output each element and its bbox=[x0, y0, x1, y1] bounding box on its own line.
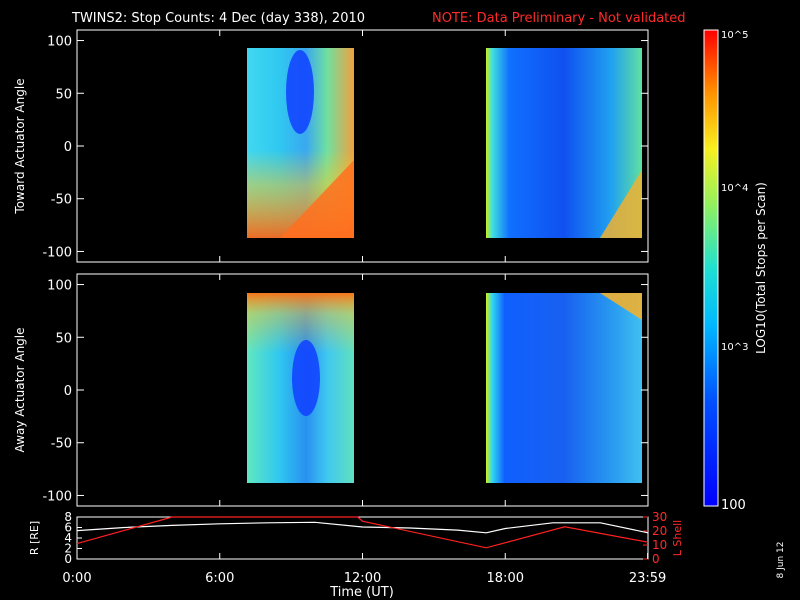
x-tick-label: 6:00 bbox=[205, 571, 234, 586]
orbit-left-tick-label: 2 bbox=[64, 542, 72, 556]
toward-block-2 bbox=[486, 48, 642, 238]
date-stamp: 8 Jun 12 bbox=[776, 542, 786, 579]
away-block-1-low-region bbox=[292, 340, 320, 416]
y-tick-label: 0 bbox=[64, 384, 72, 399]
y-tick-label: -50 bbox=[51, 193, 72, 208]
orbit-left-tick-label: 4 bbox=[64, 531, 72, 545]
colorbar-gradient bbox=[703, 29, 719, 507]
orbit-ylabel-left: R [RE] bbox=[28, 521, 41, 555]
toward-ylabel: Toward Actuator Angle bbox=[13, 78, 27, 214]
away-ylabel: Away Actuator Angle bbox=[13, 327, 27, 452]
y-tick-label: 0 bbox=[64, 140, 72, 155]
orbit-right-tick-label: 20 bbox=[652, 524, 667, 538]
orbit-left-tick-label: 6 bbox=[64, 521, 72, 535]
colorbar-tick-bottom: 100 bbox=[721, 498, 746, 513]
y-tick-label: 100 bbox=[47, 35, 72, 50]
toward-block-2-hot-wedge bbox=[600, 170, 642, 238]
panel-away: 100 50 0 -50 -100 Away Actuator Angle bbox=[13, 273, 649, 507]
away-block-1-high-counts bbox=[247, 293, 354, 353]
y-tick-label: 50 bbox=[55, 87, 72, 102]
orbit-right-tick-label: 0 bbox=[652, 552, 660, 566]
x-tick-label: 0:00 bbox=[62, 571, 91, 586]
chart-title: TWINS2: Stop Counts: 4 Dec (day 338), 20… bbox=[71, 11, 365, 26]
y-tick-label: -50 bbox=[51, 437, 72, 452]
toward-block-1-low-region bbox=[286, 50, 314, 134]
orbit-ylabel-right: L Shell bbox=[671, 520, 684, 556]
colorbar-tick-top: 10^5 bbox=[721, 30, 748, 41]
orbit-left-tick-label: 0 bbox=[64, 552, 72, 566]
toward-block-1-hot-wedge bbox=[280, 160, 354, 238]
y-tick-label: 50 bbox=[55, 331, 72, 346]
y-tick-label: -100 bbox=[42, 489, 72, 504]
orbit-right-tick-label: 30 bbox=[652, 510, 667, 524]
data-note: NOTE: Data Preliminary - Not validated bbox=[432, 11, 686, 26]
orbit-left-tick-label: 8 bbox=[64, 510, 72, 524]
away-block-2-hot-wedge bbox=[600, 293, 642, 320]
colorbar: 10^5 10^4 10^3 100 LOG10(Total Stops per… bbox=[703, 29, 768, 513]
orbit-right-tick-label: 10 bbox=[652, 538, 667, 552]
x-tick-label: 23:59 bbox=[629, 571, 666, 586]
l-shell-line bbox=[76, 516, 649, 549]
away-block-2 bbox=[486, 293, 642, 483]
y-tick-label: 100 bbox=[47, 279, 72, 294]
colorbar-tick-lower: 10^3 bbox=[721, 342, 748, 353]
radius-line bbox=[76, 521, 649, 534]
x-tick-label: 12:00 bbox=[344, 571, 381, 586]
panel-toward: 100 50 0 -50 -100 Toward Actuator Angle bbox=[13, 29, 649, 263]
x-axis-label: Time (UT) bbox=[329, 585, 394, 600]
x-tick-label: 18:00 bbox=[487, 571, 524, 586]
colorbar-tick-upper: 10^4 bbox=[721, 183, 748, 194]
colorbar-label: LOG10(Total Stops per Scan) bbox=[754, 182, 768, 354]
y-tick-label: -100 bbox=[42, 245, 72, 260]
